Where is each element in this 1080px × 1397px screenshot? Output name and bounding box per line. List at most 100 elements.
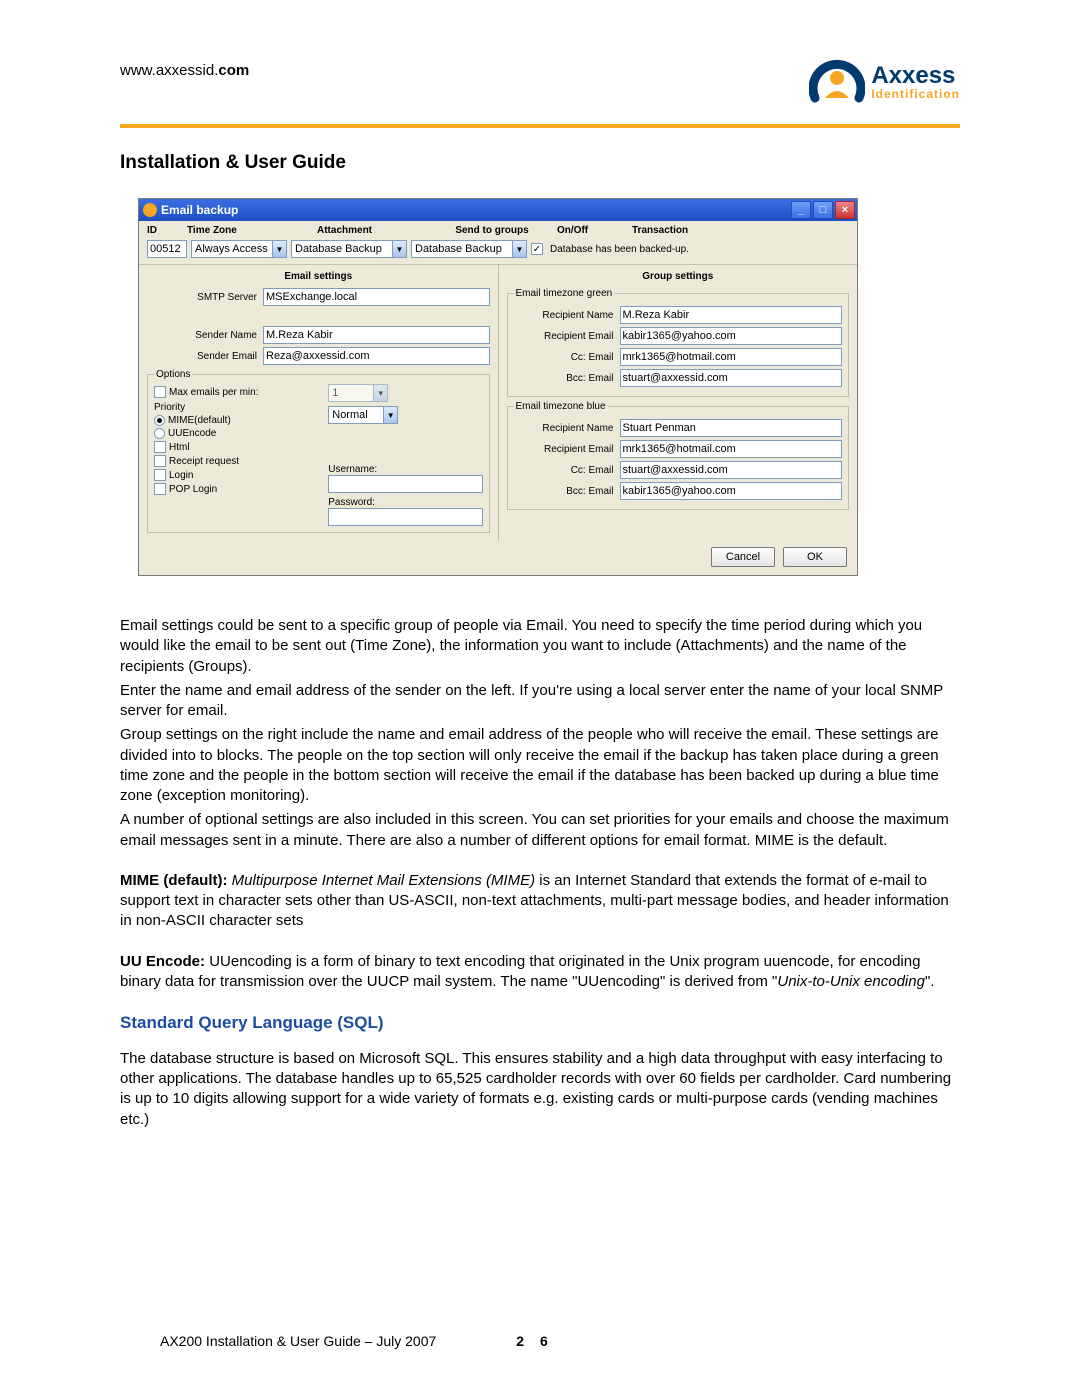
login-label: Login bbox=[169, 470, 193, 481]
minimize-button[interactable]: _ bbox=[791, 201, 811, 219]
app-icon bbox=[143, 203, 157, 217]
logo-text-sub: Identification bbox=[871, 88, 960, 100]
footer-left: AX200 Installation & User Guide – July 2… bbox=[160, 1333, 436, 1349]
pop-label: POP Login bbox=[169, 484, 217, 495]
maximize-button[interactable]: □ bbox=[813, 201, 833, 219]
options-fieldset: Options Max emails per min: Priority MIM… bbox=[147, 369, 490, 533]
receipt-label: Receipt request bbox=[169, 456, 239, 467]
email-settings-title: Email settings bbox=[147, 271, 490, 282]
transaction-text: Database has been backed-up. bbox=[550, 244, 689, 255]
priority-label: Priority bbox=[154, 402, 185, 413]
g-name-field[interactable]: M.Reza Kabir bbox=[620, 306, 843, 324]
window-title: Email backup bbox=[161, 203, 238, 217]
mime-label: MIME(default) bbox=[168, 415, 231, 426]
b-name-label: Recipient Name bbox=[514, 423, 614, 434]
pop-checkbox[interactable] bbox=[154, 483, 166, 495]
mime-radio[interactable] bbox=[154, 415, 165, 426]
col-onoff: On/Off bbox=[557, 225, 612, 236]
max-emails-checkbox[interactable] bbox=[154, 386, 166, 398]
green-legend: Email timezone green bbox=[514, 288, 615, 299]
chevron-down-icon[interactable]: ▼ bbox=[373, 385, 387, 401]
col-id: ID bbox=[147, 225, 187, 236]
url-bold: com bbox=[218, 62, 249, 79]
g-bcc-field[interactable]: stuart@axxessid.com bbox=[620, 369, 843, 387]
sql-heading: Standard Query Language (SQL) bbox=[120, 1012, 960, 1035]
sender-email-field[interactable]: Reza@axxessid.com bbox=[263, 347, 490, 365]
priority-combo[interactable]: Normal▼ bbox=[328, 406, 398, 424]
uu-bold: UU Encode: bbox=[120, 953, 209, 970]
html-checkbox[interactable] bbox=[154, 441, 166, 453]
html-label: Html bbox=[169, 442, 190, 453]
col-sendto: Send to groups bbox=[427, 225, 557, 236]
close-button[interactable]: × bbox=[835, 201, 855, 219]
logo-mark-icon bbox=[809, 54, 865, 110]
login-checkbox[interactable] bbox=[154, 469, 166, 481]
chevron-down-icon[interactable]: ▼ bbox=[392, 241, 406, 257]
column-headers: ID Time Zone Attachment Send to groups O… bbox=[139, 221, 857, 238]
smtp-label: SMTP Server bbox=[147, 292, 257, 303]
uu-label: UUEncode bbox=[168, 428, 216, 439]
col-transaction: Transaction bbox=[632, 225, 849, 236]
group-settings-title: Group settings bbox=[507, 271, 850, 282]
g-bcc-label: Bcc: Email bbox=[514, 373, 614, 384]
mime-ital: Multipurpose Internet Mail Extensions (M… bbox=[232, 872, 535, 889]
chevron-down-icon[interactable]: ▼ bbox=[272, 241, 286, 257]
receipt-checkbox[interactable] bbox=[154, 455, 166, 467]
uu-radio[interactable] bbox=[154, 428, 165, 439]
g-name-label: Recipient Name bbox=[514, 310, 614, 321]
b-email-field[interactable]: mrk1365@hotmail.com bbox=[620, 440, 843, 458]
g-email-field[interactable]: kabir1365@yahoo.com bbox=[620, 327, 843, 345]
body-text: Email settings could be sent to a specif… bbox=[120, 616, 960, 1130]
g-cc-field[interactable]: mrk1365@hotmail.com bbox=[620, 348, 843, 366]
g-cc-label: Cc: Email bbox=[514, 352, 614, 363]
window-titlebar: Email backup _ □ × bbox=[139, 199, 857, 221]
timezone-combo[interactable]: Always Access▼ bbox=[191, 240, 287, 258]
sender-name-label: Sender Name bbox=[147, 330, 257, 341]
cancel-button[interactable]: Cancel bbox=[711, 547, 775, 567]
b-cc-field[interactable]: stuart@axxessid.com bbox=[620, 461, 843, 479]
max-emails-label: Max emails per min: bbox=[169, 387, 258, 398]
b-name-field[interactable]: Stuart Penman bbox=[620, 419, 843, 437]
sql-para: The database structure is based on Micro… bbox=[120, 1049, 960, 1130]
username-field[interactable] bbox=[328, 475, 482, 493]
b-email-label: Recipient Email bbox=[514, 444, 614, 455]
g-email-label: Recipient Email bbox=[514, 331, 614, 342]
sendto-combo[interactable]: Database Backup▼ bbox=[411, 240, 527, 258]
para-1: Email settings could be sent to a specif… bbox=[120, 616, 960, 677]
page-footer: AX200 Installation & User Guide – July 2… bbox=[160, 1333, 960, 1349]
b-bcc-field[interactable]: kabir1365@yahoo.com bbox=[620, 482, 843, 500]
email-backup-window: Email backup _ □ × ID Time Zone Attachme… bbox=[138, 198, 858, 576]
max-emails-combo[interactable]: 1▼ bbox=[328, 384, 388, 402]
url-prefix: www.axxessid. bbox=[120, 62, 218, 79]
header-divider bbox=[120, 124, 960, 128]
page-number: 2 6 bbox=[516, 1333, 553, 1349]
col-timezone: Time Zone bbox=[187, 225, 317, 236]
logo-text-main: Axxess bbox=[871, 64, 960, 88]
id-field[interactable]: 00512 bbox=[147, 240, 187, 258]
para-2: Enter the name and email address of the … bbox=[120, 681, 960, 722]
para-3: Group settings on the right include the … bbox=[120, 725, 960, 806]
smtp-field[interactable]: MSExchange.local bbox=[263, 288, 490, 306]
header-url: www.axxessid.com bbox=[120, 62, 249, 79]
onoff-checkbox[interactable]: ✓ bbox=[531, 243, 543, 255]
chevron-down-icon[interactable]: ▼ bbox=[383, 407, 397, 423]
mime-bold: MIME (default): bbox=[120, 872, 232, 889]
attachment-combo[interactable]: Database Backup▼ bbox=[291, 240, 407, 258]
blue-legend: Email timezone blue bbox=[514, 401, 608, 412]
page-title: Installation & User Guide bbox=[120, 152, 960, 174]
para-mime: MIME (default): Multipurpose Internet Ma… bbox=[120, 871, 960, 932]
para-uu: UU Encode: UUencoding is a form of binar… bbox=[120, 952, 960, 993]
chevron-down-icon[interactable]: ▼ bbox=[512, 241, 526, 257]
brand-logo: Axxess Identification bbox=[809, 54, 960, 110]
username-label: Username: bbox=[328, 464, 482, 475]
b-cc-label: Cc: Email bbox=[514, 465, 614, 476]
sender-email-label: Sender Email bbox=[147, 351, 257, 362]
b-bcc-label: Bcc: Email bbox=[514, 486, 614, 497]
ok-button[interactable]: OK bbox=[783, 547, 847, 567]
sender-name-field[interactable]: M.Reza Kabir bbox=[263, 326, 490, 344]
green-fieldset: Email timezone green Recipient Name M.Rez… bbox=[507, 288, 850, 397]
password-label: Password: bbox=[328, 497, 482, 508]
blue-fieldset: Email timezone blue Recipient Name Stuart… bbox=[507, 401, 850, 510]
options-legend: Options bbox=[154, 369, 192, 380]
password-field[interactable] bbox=[328, 508, 482, 526]
